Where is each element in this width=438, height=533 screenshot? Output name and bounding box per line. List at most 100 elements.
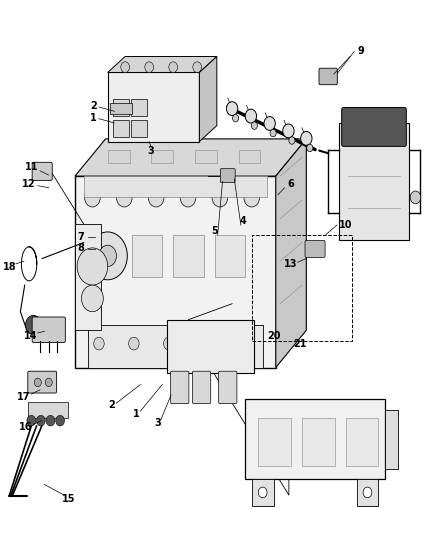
FancyBboxPatch shape <box>166 320 254 373</box>
Circle shape <box>289 137 295 144</box>
Text: 1: 1 <box>90 112 97 123</box>
FancyBboxPatch shape <box>32 317 65 343</box>
Circle shape <box>25 316 41 335</box>
FancyBboxPatch shape <box>75 224 101 330</box>
FancyBboxPatch shape <box>113 99 129 116</box>
Circle shape <box>94 337 104 350</box>
FancyBboxPatch shape <box>258 418 291 466</box>
Circle shape <box>56 415 64 426</box>
FancyBboxPatch shape <box>88 325 263 368</box>
Circle shape <box>245 109 257 123</box>
FancyBboxPatch shape <box>131 120 147 138</box>
Circle shape <box>45 378 52 386</box>
FancyBboxPatch shape <box>132 235 162 277</box>
FancyBboxPatch shape <box>346 418 378 466</box>
FancyBboxPatch shape <box>385 410 398 469</box>
Circle shape <box>300 132 312 146</box>
Circle shape <box>163 337 174 350</box>
FancyBboxPatch shape <box>342 108 406 147</box>
Circle shape <box>233 337 244 350</box>
FancyBboxPatch shape <box>173 235 204 277</box>
Circle shape <box>99 245 117 266</box>
Circle shape <box>46 415 55 426</box>
Circle shape <box>121 62 130 72</box>
Circle shape <box>264 117 276 131</box>
FancyBboxPatch shape <box>131 99 147 116</box>
Text: 13: 13 <box>284 259 298 269</box>
Text: 18: 18 <box>3 262 16 271</box>
Circle shape <box>212 188 228 207</box>
Polygon shape <box>276 139 306 368</box>
Polygon shape <box>108 72 199 142</box>
FancyBboxPatch shape <box>319 68 337 85</box>
Text: 15: 15 <box>62 494 75 504</box>
FancyBboxPatch shape <box>195 150 217 163</box>
Text: 21: 21 <box>293 338 307 349</box>
FancyBboxPatch shape <box>110 103 132 115</box>
Circle shape <box>226 102 238 116</box>
FancyBboxPatch shape <box>219 371 237 403</box>
Polygon shape <box>199 56 217 142</box>
Text: 7: 7 <box>77 232 84 242</box>
FancyBboxPatch shape <box>108 150 130 163</box>
FancyBboxPatch shape <box>32 163 52 180</box>
FancyBboxPatch shape <box>220 168 235 182</box>
Circle shape <box>307 144 313 152</box>
FancyBboxPatch shape <box>152 150 173 163</box>
FancyBboxPatch shape <box>28 402 67 418</box>
Text: 11: 11 <box>25 162 38 172</box>
FancyBboxPatch shape <box>113 120 129 138</box>
Circle shape <box>180 188 196 207</box>
Text: 20: 20 <box>267 330 280 341</box>
Circle shape <box>258 487 267 498</box>
FancyBboxPatch shape <box>170 371 189 403</box>
Circle shape <box>129 337 139 350</box>
Text: 5: 5 <box>211 226 218 236</box>
Circle shape <box>77 248 108 285</box>
Polygon shape <box>75 139 306 176</box>
Text: 3: 3 <box>155 418 161 429</box>
Circle shape <box>193 62 201 72</box>
Circle shape <box>363 487 372 498</box>
Text: 16: 16 <box>19 422 33 432</box>
Text: 3: 3 <box>148 146 154 156</box>
Circle shape <box>148 188 164 207</box>
FancyBboxPatch shape <box>357 479 378 506</box>
Circle shape <box>117 188 132 207</box>
Circle shape <box>270 130 276 137</box>
FancyBboxPatch shape <box>245 399 385 479</box>
FancyBboxPatch shape <box>302 418 335 466</box>
Circle shape <box>251 122 258 130</box>
Circle shape <box>34 378 41 386</box>
Text: 4: 4 <box>240 216 247 227</box>
Circle shape <box>81 285 103 312</box>
Text: 12: 12 <box>21 179 35 189</box>
FancyBboxPatch shape <box>84 176 267 197</box>
Circle shape <box>88 232 127 280</box>
Circle shape <box>27 415 35 426</box>
Text: 8: 8 <box>77 244 84 253</box>
Circle shape <box>36 415 45 426</box>
Circle shape <box>145 62 154 72</box>
Text: 14: 14 <box>24 330 37 341</box>
FancyBboxPatch shape <box>305 240 325 257</box>
Circle shape <box>85 188 100 207</box>
Circle shape <box>198 337 209 350</box>
Text: 2: 2 <box>90 101 97 111</box>
Text: 1: 1 <box>133 409 139 419</box>
FancyBboxPatch shape <box>215 235 245 277</box>
Text: 9: 9 <box>357 46 364 56</box>
Text: 2: 2 <box>109 400 116 410</box>
Circle shape <box>169 62 177 72</box>
Text: 6: 6 <box>288 179 294 189</box>
FancyBboxPatch shape <box>239 150 261 163</box>
Polygon shape <box>108 56 217 72</box>
FancyBboxPatch shape <box>192 371 211 403</box>
Text: 10: 10 <box>339 220 353 230</box>
Text: 17: 17 <box>17 392 31 402</box>
Circle shape <box>244 188 260 207</box>
FancyBboxPatch shape <box>252 479 274 506</box>
Circle shape <box>410 191 421 204</box>
FancyBboxPatch shape <box>28 371 57 393</box>
Circle shape <box>283 124 294 138</box>
